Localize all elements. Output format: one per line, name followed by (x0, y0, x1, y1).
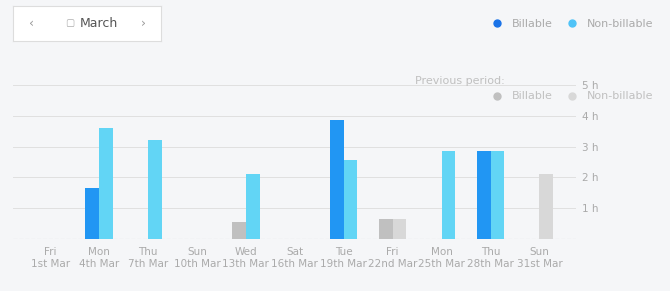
Legend: Billable, Non-billable: Billable, Non-billable (482, 87, 658, 106)
Bar (148, 141, 161, 239)
Bar (99, 128, 113, 239)
Bar (442, 151, 456, 239)
Bar (539, 174, 553, 239)
Text: March: March (80, 17, 118, 30)
Bar (490, 151, 505, 239)
Text: ▢: ▢ (65, 18, 74, 28)
Bar (442, 185, 456, 239)
Bar (477, 151, 490, 239)
Legend: Billable, Non-billable: Billable, Non-billable (482, 14, 658, 33)
Text: ‹: ‹ (29, 17, 34, 30)
Text: ›: › (141, 17, 145, 30)
Bar (330, 120, 344, 239)
Bar (246, 174, 259, 239)
Bar (85, 188, 99, 239)
Bar (393, 219, 407, 239)
Bar (379, 219, 393, 239)
Bar (344, 160, 357, 239)
Bar (232, 222, 246, 239)
Text: Previous period:: Previous period: (415, 77, 505, 86)
